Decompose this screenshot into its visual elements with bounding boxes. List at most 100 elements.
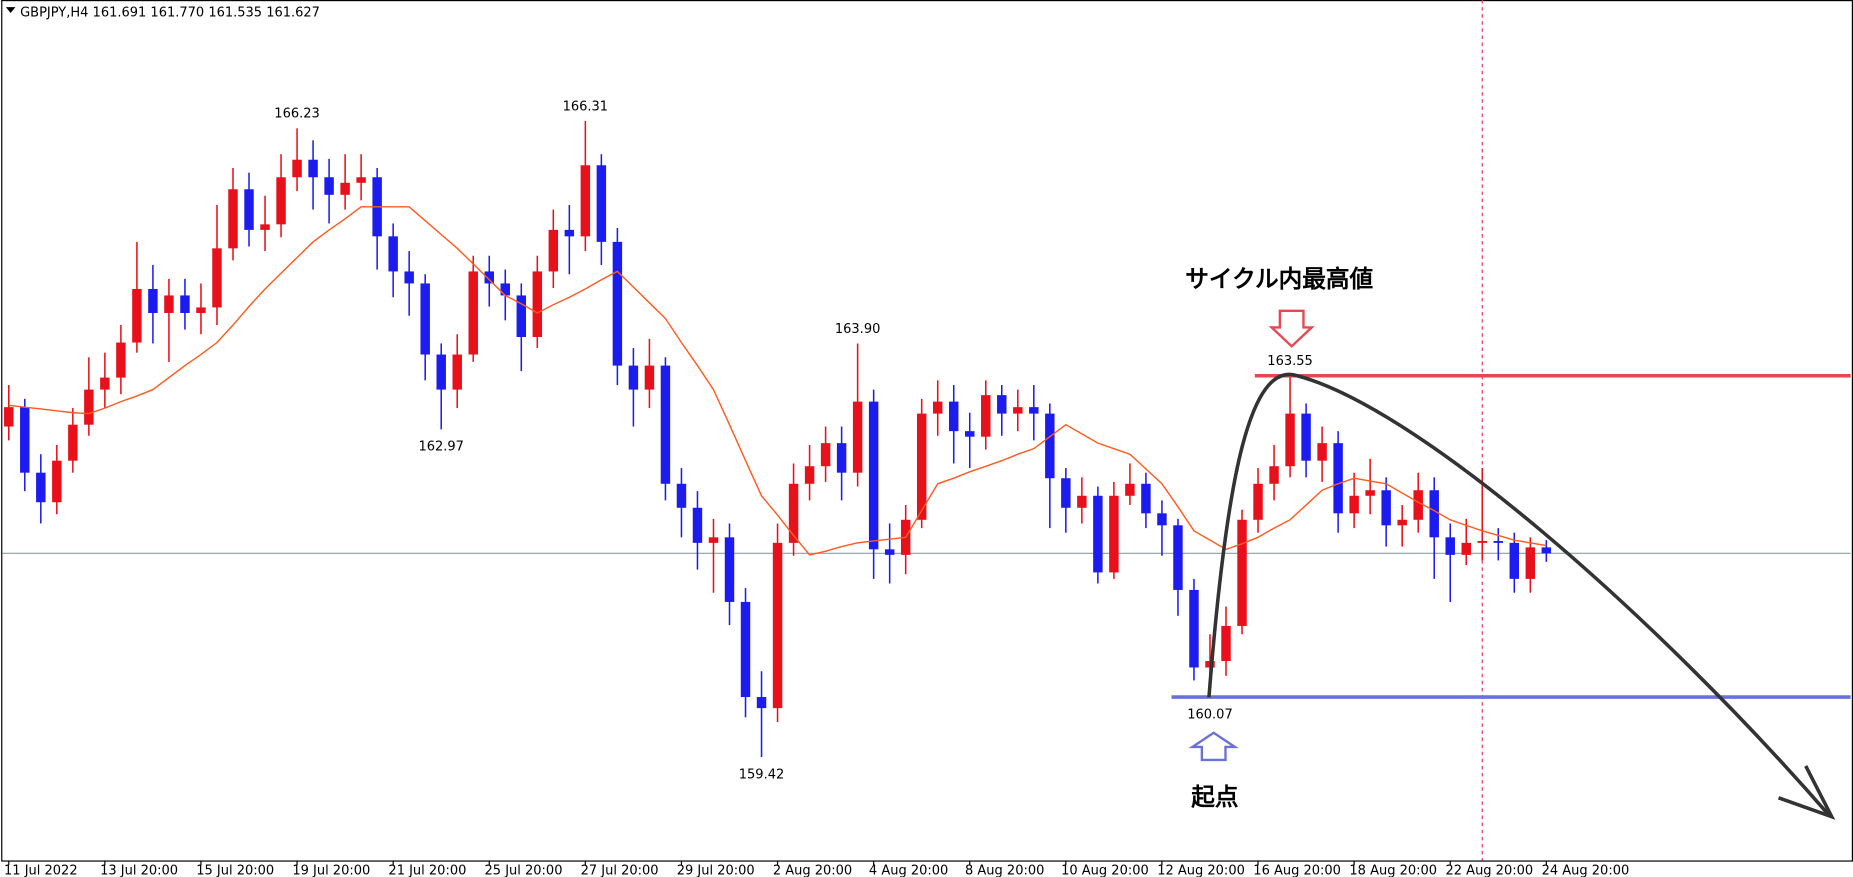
candle-body [404,271,414,284]
candle-body [1397,519,1407,526]
candle-body [1221,625,1231,662]
candle-body [244,189,254,230]
candle-body [756,697,767,709]
candle-body [388,236,398,272]
candle-body [84,389,94,425]
candle-body [692,507,703,543]
x-tick-label: 2 Aug 20:00 [773,864,852,877]
candle-body [1301,413,1311,461]
candle-body [997,395,1007,414]
candle-body [1477,541,1487,543]
x-tick-label: 8 Aug 20:00 [965,864,1044,877]
x-tick-label: 24 Aug 20:00 [1542,864,1630,877]
candle-body [148,288,158,313]
candle-body [228,189,238,249]
candle-body [1445,537,1455,555]
candle-body [1461,542,1471,555]
candle-body [1285,413,1295,467]
candle-body [852,401,863,473]
candle-body [292,159,302,178]
candle-body [452,354,462,390]
candle-body [868,401,879,550]
candle-body [1093,495,1103,573]
candle-body [548,229,559,272]
candle-body [804,466,815,484]
moving-average [8,206,1547,556]
candle-body [1189,589,1199,668]
candle-body [196,307,206,313]
x-tick-label: 16 Aug 20:00 [1253,864,1341,877]
candle-body [724,537,735,602]
candle-body [1045,413,1055,479]
candle-body [1061,478,1071,508]
candle-body [788,483,799,543]
price-label: 162.97 [418,440,463,455]
candle-body [1429,490,1439,538]
x-tick-label: 19 Jul 20:00 [292,864,370,877]
candle-body [612,241,623,366]
candle-body [484,271,494,284]
candle-body [1381,490,1391,526]
trend-curve [1207,372,1831,817]
candle-body [1157,513,1167,526]
x-tick-label: 10 Aug 20:00 [1061,864,1149,877]
candle-body [500,283,511,296]
candle-body [132,288,142,343]
x-tick-label: 11 Jul 2022 [4,864,78,877]
candle-body [36,472,46,503]
price-label: 163.90 [835,322,880,337]
candle-body [1029,407,1039,414]
candle-body [916,413,927,520]
x-tick-label: 27 Jul 20:00 [581,864,659,877]
candle-body [340,182,350,195]
candle-body [644,365,655,390]
candle-body [596,165,607,242]
candle-body [580,165,591,237]
candle-body [436,354,446,390]
candle-body [965,431,975,437]
candle-body [324,177,334,195]
candle-body [1013,407,1023,414]
candle-body [1125,483,1135,496]
x-tick-label: 22 Aug 20:00 [1446,864,1534,877]
candle-body [836,443,847,473]
x-tick-label: 18 Aug 20:00 [1349,864,1437,877]
candle-body [1109,495,1119,573]
candle-body [949,401,959,432]
candle-body [676,483,687,508]
candle-body [1493,541,1504,543]
candle-body [532,271,543,337]
candle-body [1253,483,1263,520]
price-label: 163.55 [1267,354,1312,369]
candle-body [772,542,783,709]
candle-body [1541,547,1552,554]
chart-title: GBPJPY,H4 161.691 161.770 161.535 161.62… [20,6,320,21]
candle-body [564,229,575,237]
candle-body [1173,525,1183,590]
candle-body [1333,443,1343,514]
x-tick-label: 4 Aug 20:00 [869,864,948,877]
candle-body [740,601,751,698]
menu-triangle [5,7,16,14]
x-tick-label: 15 Jul 20:00 [196,864,274,877]
candle-body [820,443,831,467]
candle-body [468,271,478,355]
candle-body [1525,547,1536,579]
down-arrow [1268,309,1315,348]
candle-body [1365,490,1375,496]
candle-body [981,395,991,437]
x-tick-label: 13 Jul 20:00 [100,864,178,877]
annotation-start: 起点 [1191,783,1239,811]
price-label: 159.42 [739,767,784,782]
candle-body [628,365,639,390]
candle-body [68,424,78,461]
candle-body [260,224,270,230]
candle-body [4,407,14,427]
candle-body [356,177,366,183]
candle-body [932,401,943,414]
candle-body [276,177,286,225]
price-label: 166.23 [274,107,319,122]
